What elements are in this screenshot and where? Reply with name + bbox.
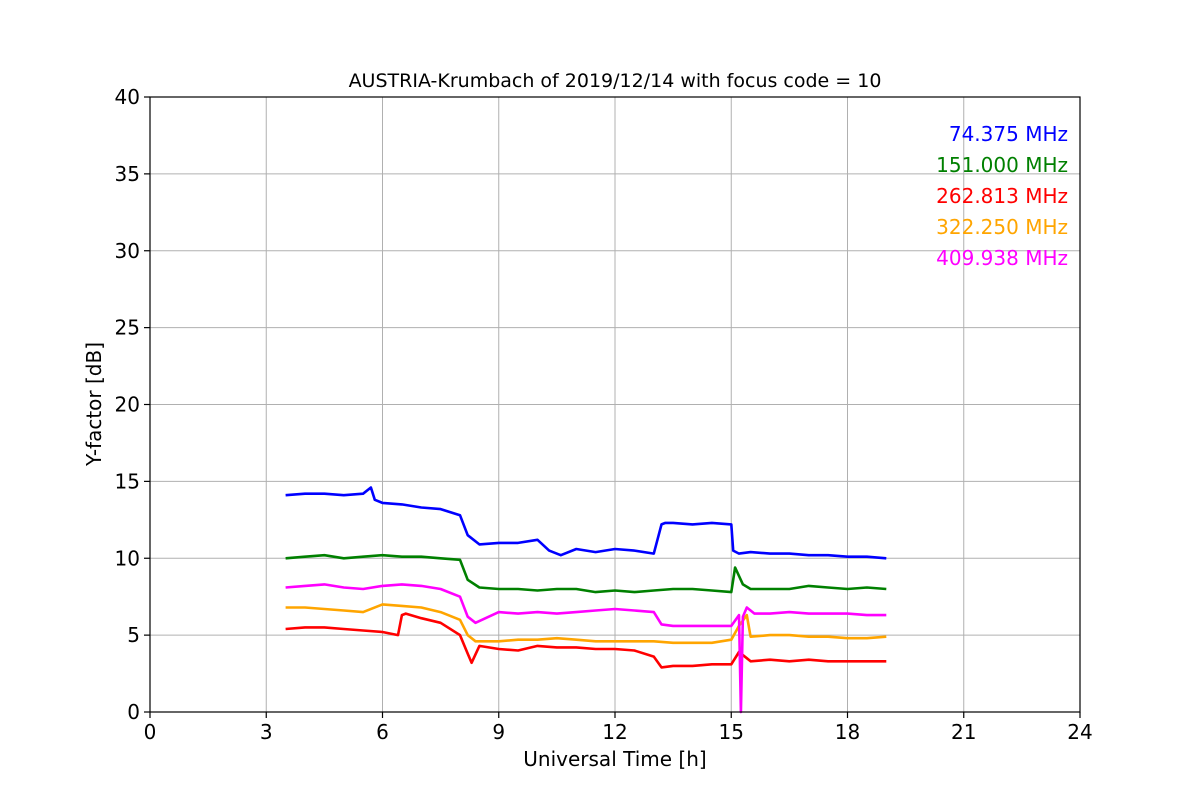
- x-tick-label: 18: [835, 720, 860, 744]
- legend-label-4: 322.250 MHz: [936, 215, 1068, 239]
- y-tick-label: 35: [115, 162, 140, 186]
- y-tick-label: 5: [127, 623, 140, 647]
- x-tick-label: 12: [602, 720, 627, 744]
- x-axis-label: Universal Time [h]: [523, 747, 706, 771]
- x-tick-label: 6: [376, 720, 389, 744]
- legend-label-3: 262.813 MHz: [936, 184, 1068, 208]
- series-line-1: [285, 486, 887, 560]
- series-line-2: [285, 553, 887, 594]
- y-tick-label: 0: [127, 700, 140, 724]
- legend-label-2: 151.000 MHz: [936, 153, 1068, 177]
- legend: 74.375 MHz 151.000 MHz 262.813 MHz 322.250 …: [936, 122, 1068, 270]
- y-tick-label: 10: [115, 546, 140, 570]
- legend-label-5: 409.938 MHz: [936, 246, 1068, 270]
- chart-title: AUSTRIA-Krumbach of 2019/12/14 with focu…: [349, 70, 882, 92]
- series-line-3: [285, 612, 887, 669]
- x-tick-label: 21: [951, 720, 976, 744]
- x-tick-label: 3: [260, 720, 273, 744]
- x-tick-label: 24: [1067, 720, 1092, 744]
- plot-series: [285, 486, 887, 714]
- axis-ticks: 0 3 6 9 12 15 18 21 24 0 5 10 15 20 25 30 35 40: [115, 85, 1093, 744]
- y-axis-label: Y-factor [dB]: [82, 342, 106, 467]
- legend-label-1: 74.375 MHz: [949, 122, 1068, 146]
- y-tick-label: 40: [115, 85, 140, 109]
- y-tick-label: 30: [115, 239, 140, 263]
- y-tick-label: 25: [115, 316, 140, 340]
- x-tick-label: 15: [719, 720, 744, 744]
- series-line-5: [285, 583, 887, 714]
- x-tick-label: 9: [492, 720, 505, 744]
- y-tick-label: 20: [115, 393, 140, 417]
- y-tick-label: 15: [115, 469, 140, 493]
- x-tick-label: 0: [144, 720, 157, 744]
- series-line-4: [285, 603, 887, 645]
